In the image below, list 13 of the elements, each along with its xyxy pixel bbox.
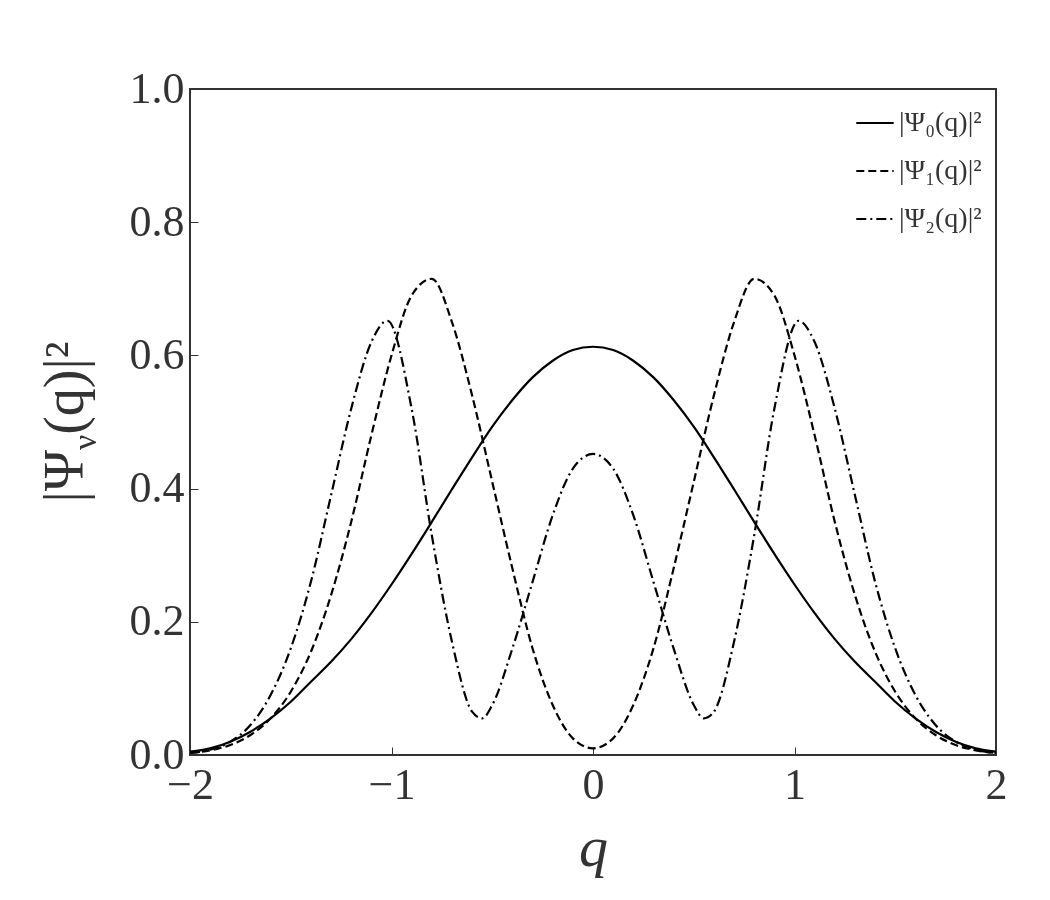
legend-label: |Ψ₁(q)|² [899,154,982,185]
x-tick-label: 2 [985,759,1008,809]
y-tick-label: 0.6 [129,329,185,379]
x-tick-label: 0 [582,759,605,809]
y-tick-label: 0.2 [129,596,185,646]
y-tick-label: 0.8 [129,196,185,246]
legend-label: |Ψ₀(q)|² [899,106,982,137]
x-tick-label: −1 [368,759,416,809]
legend-label: |Ψ₂(q)|² [899,202,982,233]
x-axis-title: q [579,813,608,879]
x-tick-label: 1 [784,759,806,809]
y-tick-label: 1.0 [129,63,185,113]
y-tick-label: 0.4 [129,463,185,513]
